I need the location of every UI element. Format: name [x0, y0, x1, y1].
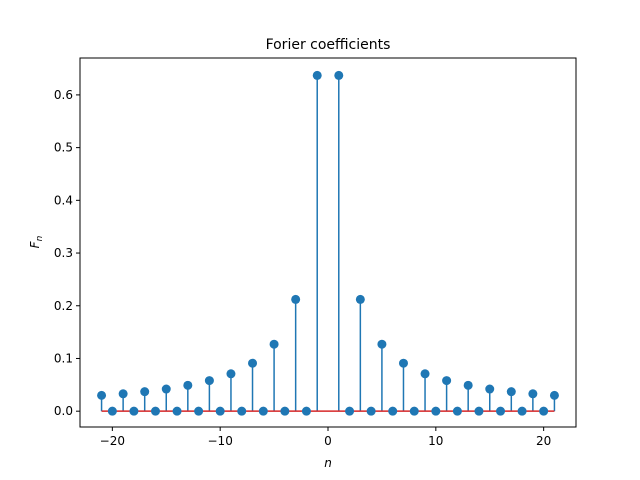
stem-marker: [226, 369, 236, 379]
stem-marker: [237, 406, 247, 416]
stem-marker: [409, 406, 419, 416]
stem-marker: [463, 380, 473, 390]
y-tick-label: 0.2: [54, 299, 73, 313]
stem-marker: [150, 406, 160, 416]
stem-marker: [345, 406, 355, 416]
stem-marker: [366, 406, 376, 416]
stem-marker: [172, 406, 182, 416]
stem-marker: [269, 339, 279, 349]
chart-title: Forier coefficients: [266, 37, 391, 53]
stem-marker: [431, 406, 441, 416]
stem-marker: [183, 380, 193, 390]
stem-marker: [204, 376, 214, 386]
stem-marker: [420, 369, 430, 379]
y-tick-label: 0.5: [54, 141, 73, 155]
stem-marker: [474, 406, 484, 416]
stem-marker: [129, 406, 139, 416]
stem-marker: [496, 406, 506, 416]
axes-frame: [79, 57, 577, 428]
stem-marker: [248, 358, 258, 368]
stem-marker: [215, 406, 225, 416]
stem-marker: [485, 384, 495, 394]
stem-marker: [194, 406, 204, 416]
y-tick-label: 0.6: [54, 88, 73, 102]
x-axis-label: n: [324, 456, 332, 470]
stem-marker: [312, 70, 322, 80]
x-tick-label: 10: [428, 434, 443, 448]
x-tick-label: −10: [208, 434, 233, 448]
x-tick-label: 0: [324, 434, 332, 448]
y-axis: 0.0 0.1 0.2 0.3 0.4 0.5 0.6: [54, 88, 80, 418]
stem-marker: [107, 406, 117, 416]
y-axis-label-main: F: [28, 240, 42, 248]
y-tick-label: 0.0: [54, 404, 73, 418]
stem-marker: [118, 389, 128, 399]
stem-marker: [377, 339, 387, 349]
stem-marker: [388, 406, 398, 416]
stem-marker: [291, 294, 301, 304]
stem-marker: [140, 387, 150, 397]
stem-marker: [161, 384, 171, 394]
y-tick-label: 0.1: [54, 351, 73, 365]
x-tick-label: −20: [100, 434, 125, 448]
stem-marker: [442, 376, 452, 386]
stem-marker: [452, 406, 462, 416]
stem-marker: [517, 406, 527, 416]
stem-marker: [301, 406, 311, 416]
stem-marker: [334, 70, 344, 80]
plot-area: [97, 70, 559, 416]
stem-marker: [506, 387, 516, 397]
y-axis-label: Fn: [28, 235, 45, 248]
stem-marker: [549, 390, 559, 400]
stem-marker: [528, 389, 538, 399]
stem-marker: [398, 358, 408, 368]
x-axis: −20 −10 0 10 20: [100, 427, 551, 448]
stem-marker: [280, 406, 290, 416]
y-tick-label: 0.4: [54, 193, 73, 207]
x-tick-label: 20: [536, 434, 551, 448]
stem-marker: [258, 406, 268, 416]
stem-marker: [355, 294, 365, 304]
y-axis-label-sub: n: [35, 235, 45, 241]
stem-marker: [539, 406, 549, 416]
y-tick-label: 0.3: [54, 246, 73, 260]
stem-marker: [97, 390, 107, 400]
